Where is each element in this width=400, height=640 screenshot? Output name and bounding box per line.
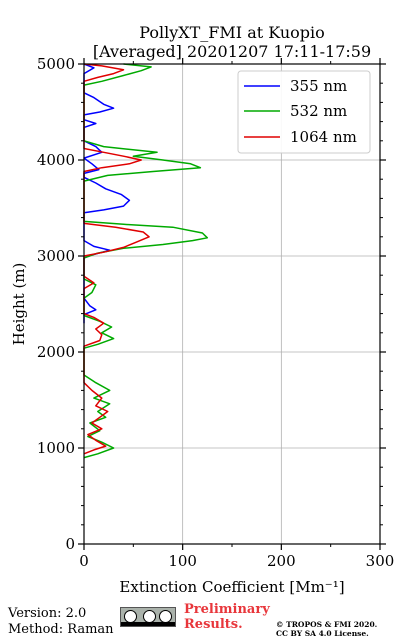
series-line-3: [83, 63, 150, 455]
x-tick-label: 300: [366, 552, 395, 570]
series-lines: [83, 63, 209, 459]
copyright-notice: © TROPOS & FMI 2020. CC BY SA 4.0 Licens…: [276, 620, 377, 638]
x-tick-label: 200: [267, 552, 296, 570]
legend-label-355: 355 nm: [290, 77, 347, 95]
badge-band: [121, 622, 175, 626]
y-tick-label: 1000: [37, 439, 75, 457]
x-tick-label: 0: [79, 552, 89, 570]
preliminary-notice: Preliminary Results.: [184, 602, 270, 632]
cc-by-sa-icon: [120, 607, 176, 627]
preliminary-line1: Preliminary: [184, 602, 270, 617]
version-label: Version: 2.0: [8, 606, 87, 621]
legend: 355 nm 532 nm 1064 nm: [237, 70, 371, 154]
y-axis-label: Height (m): [10, 263, 28, 346]
x-axis-label: Extinction Coefficient [Mm⁻¹]: [119, 578, 344, 596]
series-line-2: [83, 63, 209, 459]
y-tick-label: 2000: [37, 343, 75, 361]
chart-title-line2: [Averaged] 20201207 17:11-17:59: [93, 42, 371, 61]
y-tick-label: 3000: [37, 247, 75, 265]
x-tick-label: 100: [168, 552, 197, 570]
chart-title-line1: PollyXT_FMI at Kuopio: [139, 23, 325, 42]
method-label: Method: Raman: [8, 622, 114, 637]
legend-box: [237, 70, 371, 154]
copyright-line2: CC BY SA 4.0 License.: [276, 629, 369, 638]
y-tick-label: 0: [65, 535, 75, 553]
y-tick-label: 4000: [37, 151, 75, 169]
copyright-line1: © TROPOS & FMI 2020.: [276, 620, 378, 629]
legend-label-1064: 1064 nm: [290, 128, 357, 146]
y-tick-label: 5000: [37, 55, 75, 73]
preliminary-line2: Results.: [184, 617, 243, 632]
legend-label-532: 532 nm: [290, 102, 347, 120]
